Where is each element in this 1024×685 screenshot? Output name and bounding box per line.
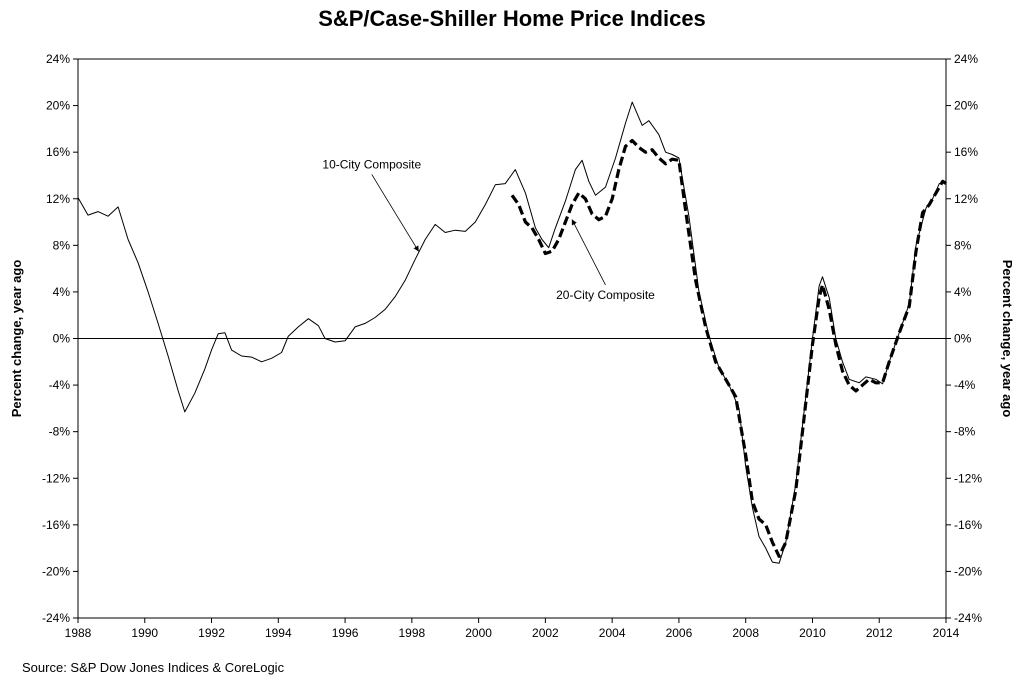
source-note: Source: S&P Dow Jones Indices & CoreLogi… [22, 660, 285, 675]
y-tick-label-right: 4% [954, 285, 972, 299]
y-tick-label-left: 8% [53, 238, 71, 252]
x-tick-label: 1988 [65, 626, 92, 640]
series-layer [77, 101, 947, 564]
series-line-10-city-composite [77, 101, 947, 564]
x-tick-label: 1998 [398, 626, 425, 640]
y-tick-label-left: 16% [46, 145, 70, 159]
series-annotation-label: 20-City Composite [556, 288, 655, 302]
y-axis-right: 24% 20% 16% 12% 8% 4% 0% -4% -8% -12% -16% -20% -24% [946, 52, 982, 625]
y-tick-label-left: 20% [46, 99, 70, 113]
y-tick-label-right: 12% [954, 192, 978, 206]
x-tick-label: 2014 [933, 626, 960, 640]
y-tick-label-right: 16% [954, 145, 978, 159]
y-tick-label-right: -8% [954, 425, 976, 439]
x-tick-label: 2008 [732, 626, 759, 640]
chart-title: S&P/Case-Shiller Home Price Indices [318, 6, 706, 31]
y-tick-label-right: 24% [954, 52, 978, 66]
y-axis-label-right: Percent change, year ago [1000, 260, 1015, 418]
x-tick-label: 2002 [532, 626, 559, 640]
y-tick-label-right: -12% [954, 471, 982, 485]
y-axis-left: 24% 20% 16% 12% 8% 4% 0% -4% -8% -12% -16% -20% -24% [42, 52, 78, 625]
y-axis-label-left: Percent change, year ago [9, 260, 24, 418]
x-tick-label: 1994 [265, 626, 292, 640]
y-tick-label-right: -24% [954, 611, 982, 625]
annotation-arrow [371, 174, 419, 252]
y-tick-label-left: -20% [42, 564, 70, 578]
line-chart: 24% 20% 16% 12% 8% 4% 0% -4% -8% -12% -16% -20% -24%… [9, 52, 1015, 640]
x-tick-label: 2012 [866, 626, 893, 640]
x-tick-label: 2010 [799, 626, 826, 640]
x-tick-label: 1996 [332, 626, 359, 640]
y-tick-label-right: 8% [954, 238, 972, 252]
y-tick-label-right: -20% [954, 564, 982, 578]
y-tick-label-right: 0% [954, 332, 972, 346]
x-tick-label: 2006 [666, 626, 693, 640]
x-tick-label: 2004 [599, 626, 626, 640]
y-tick-label-left: -24% [42, 611, 70, 625]
annotation-layer: 10-City Composite 20-City Composite [322, 157, 655, 301]
y-tick-label-left: 24% [46, 52, 70, 66]
series-line-20-city-composite [510, 138, 947, 558]
y-tick-label-right: 20% [954, 99, 978, 113]
y-tick-label-right: -4% [954, 378, 976, 392]
x-tick-label: 1990 [131, 626, 158, 640]
y-tick-label-left: -12% [42, 471, 70, 485]
x-tick-label: 2000 [465, 626, 492, 640]
y-tick-label-left: 0% [53, 332, 71, 346]
y-tick-label-right: -16% [954, 518, 982, 532]
y-tick-label-left: -4% [49, 378, 71, 392]
y-tick-label-left: 4% [53, 285, 71, 299]
x-axis: 1988 1990 1992 1994 1996 1998 2000 2002 2004 2006… [65, 618, 960, 640]
y-tick-label-left: -16% [42, 518, 70, 532]
y-tick-label-left: 12% [46, 192, 70, 206]
annotation-arrow [571, 219, 606, 286]
x-tick-label: 1992 [198, 626, 225, 640]
series-annotation-label: 10-City Composite [322, 157, 421, 171]
y-tick-label-left: -8% [49, 425, 71, 439]
